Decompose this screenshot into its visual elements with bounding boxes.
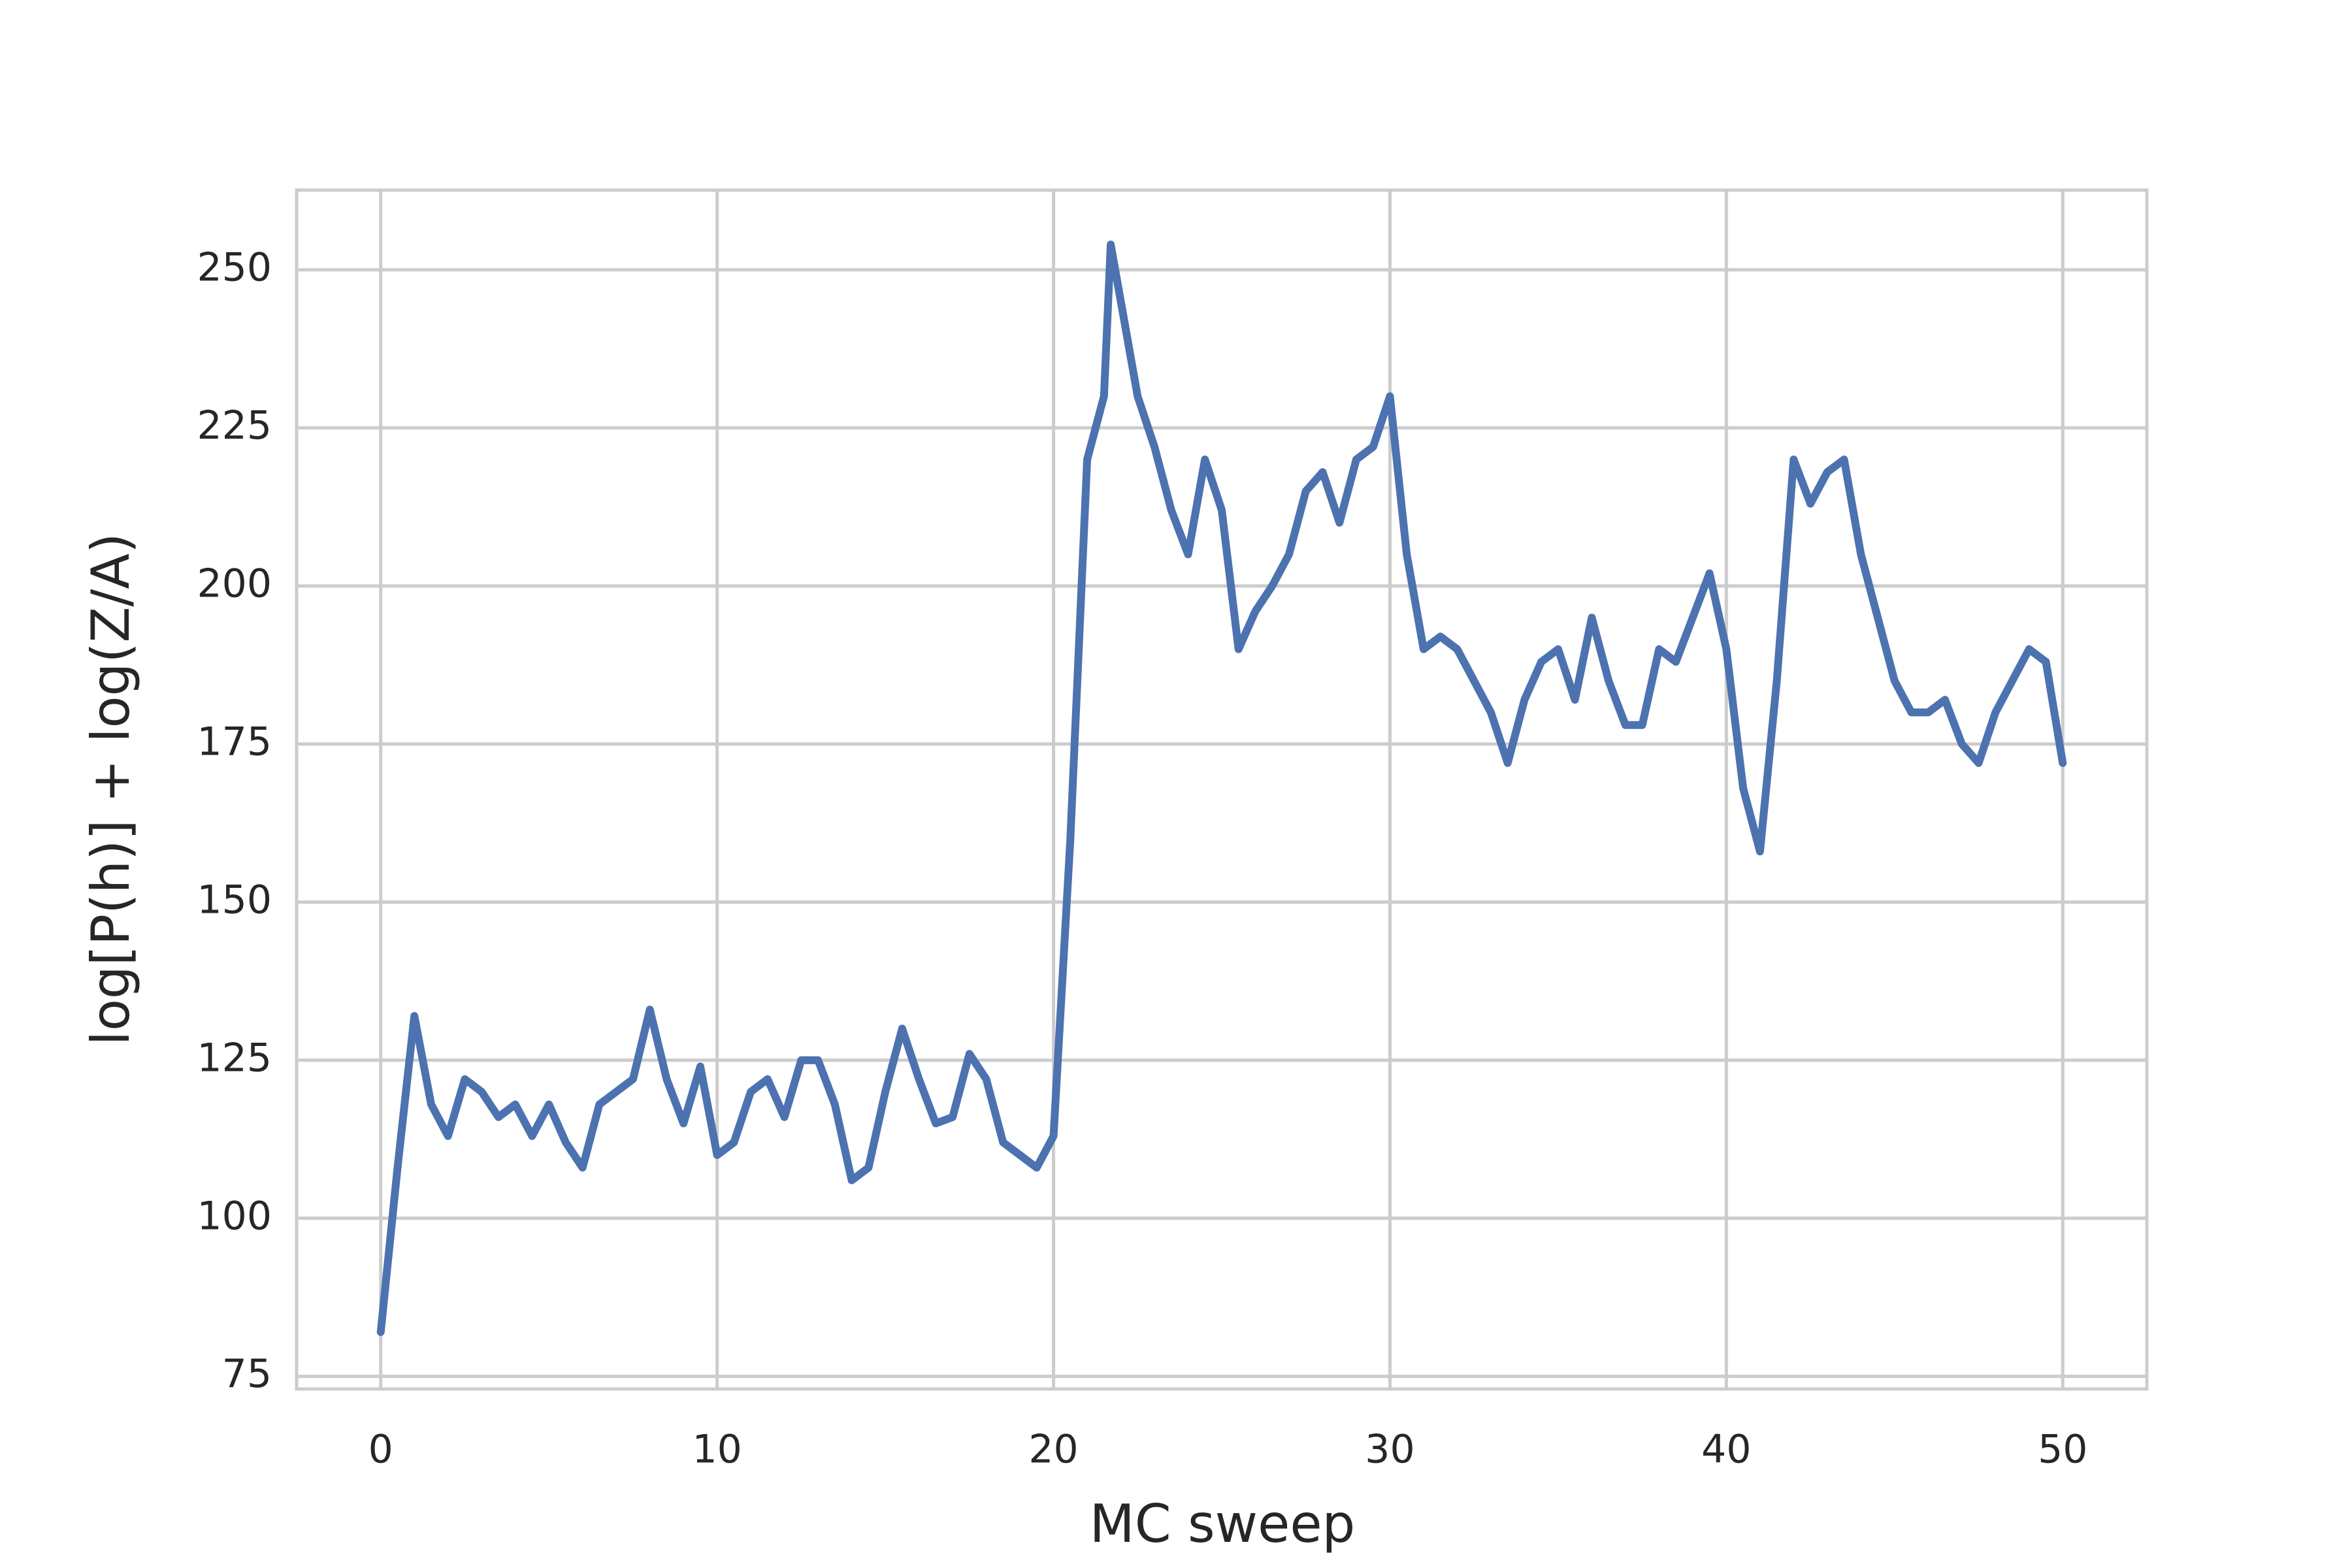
- x-tick-label: 0: [368, 1427, 393, 1473]
- data-line: [376, 240, 2067, 1336]
- y-tick-label: 150: [197, 877, 272, 923]
- y-tick-label: 100: [197, 1193, 272, 1239]
- y-axis-label: log[P(h)] + log(Z/A): [80, 533, 141, 1046]
- y-tick-label: 250: [197, 245, 272, 291]
- y-tick-label: 200: [197, 561, 272, 606]
- x-tick-label: 30: [1365, 1427, 1414, 1473]
- y-tick-label: 125: [197, 1035, 272, 1081]
- x-tick-label: 50: [2038, 1427, 2087, 1473]
- x-tick-label: 20: [1028, 1427, 1078, 1473]
- y-tick-label: 175: [197, 719, 272, 764]
- x-axis-label: MC sweep: [1090, 1494, 1356, 1554]
- plot-frame: [295, 188, 2149, 1391]
- y-tick-label: 225: [197, 402, 272, 448]
- y-tick-label: 75: [222, 1351, 272, 1397]
- x-tick-label: 10: [692, 1427, 742, 1473]
- x-tick-label: 40: [1701, 1427, 1751, 1473]
